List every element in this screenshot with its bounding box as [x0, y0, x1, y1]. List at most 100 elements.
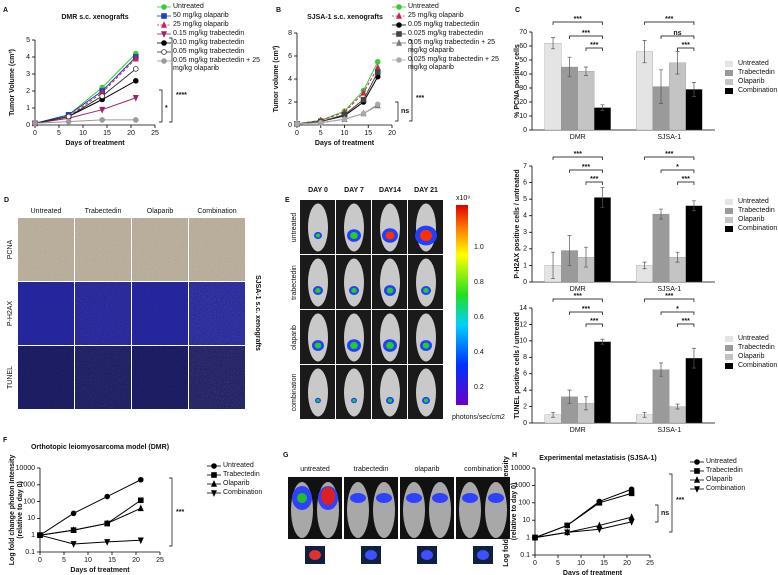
legend-item: 25 mg/kg olaparib [157, 21, 273, 29]
marker [374, 101, 381, 108]
error-bar [567, 56, 572, 78]
micrograph-texture [75, 346, 131, 409]
micrograph-texture [18, 346, 74, 409]
y-tick-label: 10000 [16, 465, 36, 472]
significance-bracket [552, 298, 603, 302]
legend-label: Untreated [706, 458, 737, 465]
y-axis-label: Tumor Volume (cm³) [9, 49, 16, 116]
legend-swatch-box [725, 208, 733, 214]
mouse [347, 482, 369, 538]
significance-bracket [655, 504, 659, 523]
bar [636, 51, 653, 131]
significance-bracket [660, 35, 695, 39]
micrograph-texture [18, 218, 74, 281]
y-tick-label: 10000 [511, 465, 531, 472]
x-tick-label: DMR [570, 134, 586, 141]
y-tick-label: 0 [523, 420, 527, 427]
x-tick-label: 5 [62, 557, 66, 564]
legend-swatch [725, 88, 733, 94]
x-tick-label: 10 [341, 130, 349, 137]
column-label: DAY 0 [308, 187, 328, 194]
marker [160, 31, 168, 38]
legend-label: 25 mg/kg olaparib [173, 21, 229, 28]
legend-item: 0.025 mg/kg trabectedin [392, 30, 514, 38]
chart-title: Orthotopic leiomyosarcoma model (DMR) [31, 444, 169, 451]
error-bar [583, 396, 588, 411]
legend-swatch-box [725, 79, 733, 85]
significance-label: *** [665, 293, 673, 300]
y-tick-label: 70 [519, 29, 527, 36]
significance-label: *** [574, 293, 582, 300]
legend-swatch-box [725, 199, 733, 205]
y-tick-label: 7 [523, 163, 527, 170]
bar [544, 43, 562, 131]
legend-label: 0.05 mg/kg trabectedin [408, 21, 480, 28]
error-bar [567, 389, 572, 404]
mouse [429, 482, 451, 538]
column-label: untreated [300, 466, 330, 473]
marker [395, 12, 403, 19]
error-bar [691, 347, 696, 369]
legend-swatch-box [725, 354, 733, 360]
legend-swatch [392, 12, 406, 19]
legend-item: Combination [722, 87, 778, 95]
significance-bracket [552, 156, 603, 160]
significance-bracket [585, 47, 603, 51]
legend-item: Olaparib [722, 353, 778, 361]
x-tick-label: DMR [570, 286, 586, 293]
row-label: untreated [291, 213, 298, 243]
legend-swatch [690, 476, 704, 483]
significance-label: *** [574, 151, 582, 158]
error-bar [642, 411, 647, 418]
y-axis-label: % PCNA positive cells [514, 44, 521, 118]
marker [317, 119, 324, 126]
series-line [39, 507, 142, 536]
significance-bracket [585, 323, 603, 327]
legend-item: Untreated [722, 60, 778, 68]
error-bar [567, 235, 572, 266]
series-line [534, 521, 632, 539]
significance-bracket [169, 37, 173, 123]
y-tick-label: 40 [519, 71, 527, 78]
legend-swatch-box [725, 61, 733, 67]
significance-bracket [644, 298, 695, 302]
marker [161, 49, 167, 55]
significance-bracket [569, 311, 603, 315]
mouse [485, 482, 507, 538]
signal [350, 493, 366, 503]
marker [693, 476, 701, 483]
y-tick-label: 2 [523, 246, 527, 253]
significance-bracket [159, 89, 163, 123]
y-tick-label: 3 [523, 229, 527, 236]
side-label: SJSA-1 s.c. xenografts [254, 275, 261, 351]
column-label: Untreated [31, 208, 62, 215]
marker [210, 480, 218, 487]
marker [396, 22, 402, 28]
error-bar [675, 251, 680, 263]
mouse [459, 482, 481, 538]
legend: Untreated Trabectedin Olaparib Combination [207, 462, 279, 498]
mouse [308, 203, 328, 252]
significance-bracket [644, 21, 695, 25]
y-axis-label: P-H2AX positive cells / untreated [514, 169, 521, 278]
significance-bracket [644, 156, 695, 160]
legend-label: Untreated [738, 335, 769, 342]
legend-swatch-box [725, 217, 733, 223]
x-tick-label: 20 [388, 130, 396, 137]
column-label: Olaparib [147, 208, 174, 215]
y-tick-label: 50 [519, 57, 527, 64]
significance-bracket [569, 35, 603, 39]
x-tick-label: 0 [295, 130, 299, 137]
legend-item: 0.10 mg/kg trabectedin [157, 39, 273, 47]
x-tick-label: 15 [600, 560, 608, 567]
row-label: PCNA [7, 239, 14, 259]
y-tick-label: 100 [518, 500, 530, 507]
y-tick-label: 4 [288, 76, 292, 83]
signal [406, 493, 422, 503]
signal-core [386, 342, 394, 349]
legend: Untreated Trabectedin Olaparib Combination [722, 60, 778, 96]
marker [161, 58, 167, 64]
y-tick-label: 0 [26, 122, 30, 129]
series-line [34, 68, 137, 124]
series-line [34, 97, 136, 124]
